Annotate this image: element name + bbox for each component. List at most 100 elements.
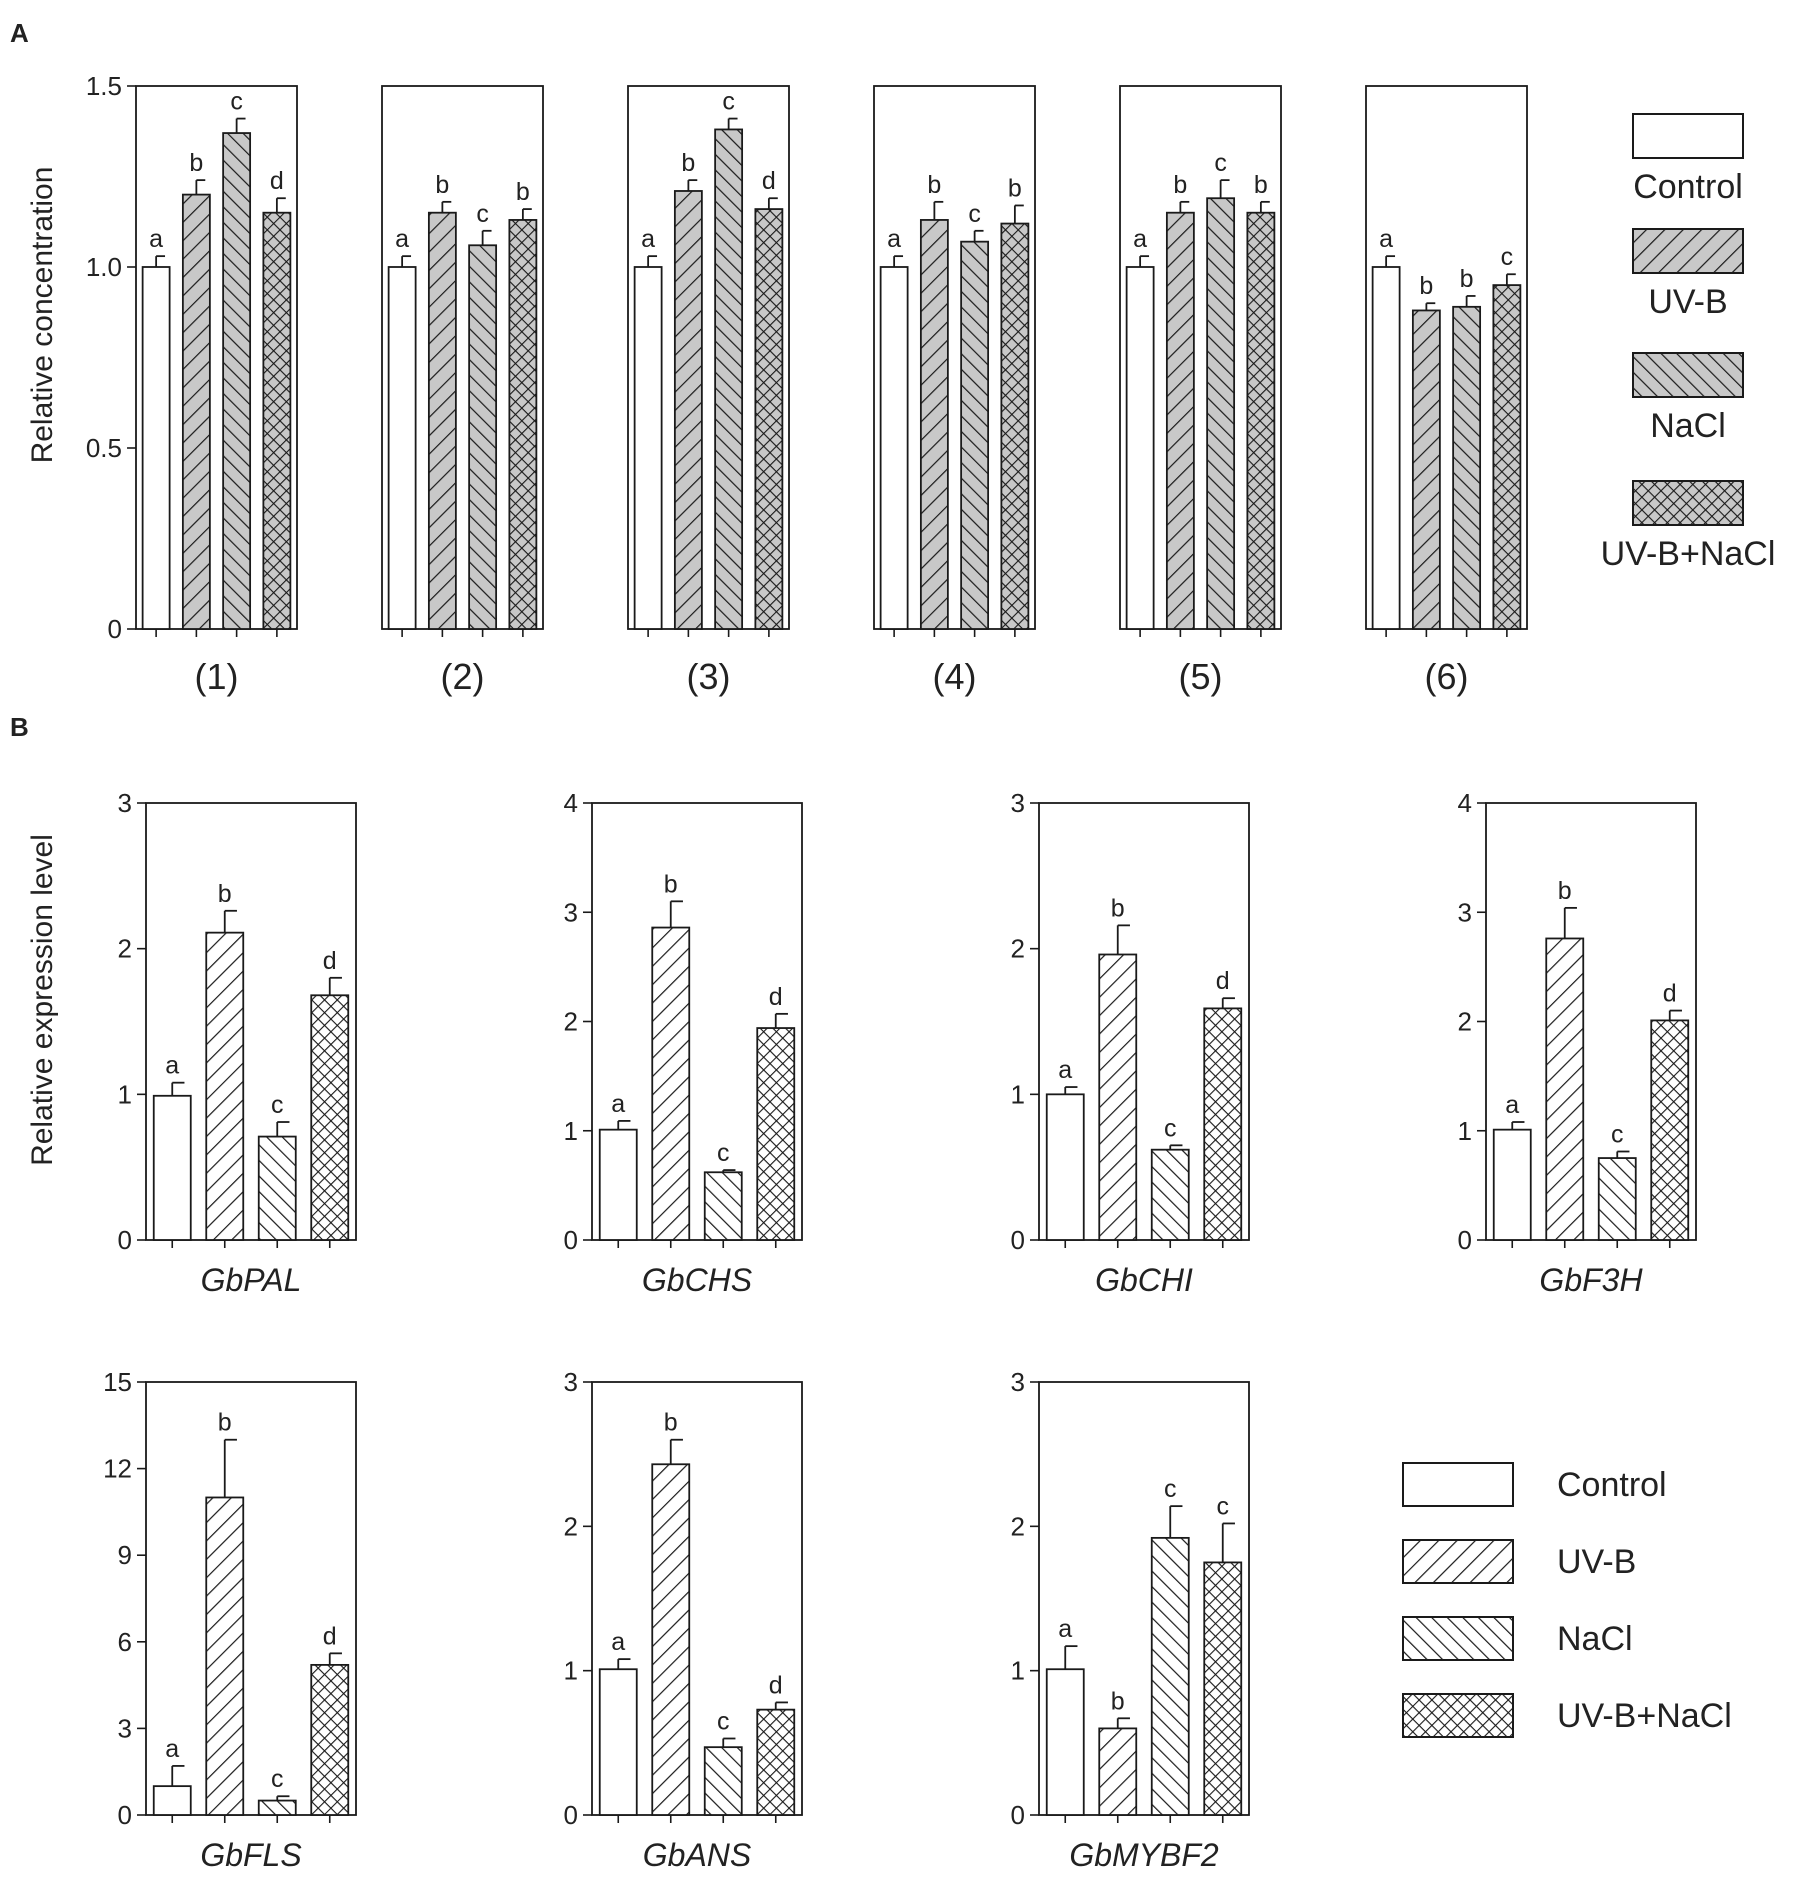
- panel-b-6-ytick-label-4: 3: [564, 1367, 578, 1397]
- legend-a-label-1: Control: [1633, 168, 1743, 206]
- panel-b-7-sig-letter-4: c: [1217, 1492, 1230, 1520]
- panel-b-3-bar-2: [1098, 953, 1138, 1241]
- panel-b-gene-label-2: GbCHS: [642, 1262, 752, 1298]
- panel-b-5-bar-1: [152, 1785, 192, 1816]
- panel-b-subplot-2: a b c d 0 1 2 3 4 GbCHS: [564, 788, 803, 1298]
- panel-a-group-label-5: (5): [1179, 656, 1223, 697]
- panel-a-group-label-6: (6): [1425, 656, 1469, 697]
- panel-b-6-sig-letter-4: d: [769, 1671, 783, 1699]
- panel-a-1-sig-letter-2: b: [189, 149, 203, 177]
- panel-b-1-bar-2: [205, 931, 245, 1241]
- legend-b-label-1: Control: [1557, 1466, 1667, 1504]
- panel-a-4-bar-1: [879, 266, 909, 630]
- legend-b-label-2: UV-B: [1557, 1543, 1636, 1581]
- panel-a-1-sig-letter-1: a: [149, 225, 163, 253]
- panel-a-2-bar-3: [468, 244, 498, 630]
- panel-b-5-sig-letter-1: a: [165, 1735, 179, 1763]
- legend-b-swatch-3: [1402, 1616, 1514, 1661]
- panel-a-1-bar-1: [141, 266, 171, 630]
- legend-b-label-3: NaCl: [1557, 1620, 1633, 1658]
- panel-b-1-sig-letter-4: d: [323, 947, 337, 975]
- panel-b-3-bar-3: [1150, 1148, 1190, 1241]
- panel-b-subplot-4: a b c d 0 1 2 3 4 GbF3H: [1458, 788, 1697, 1298]
- panel-b-frame-1: [145, 802, 357, 1241]
- panel-b-7-ytick-label-1: 0: [1011, 1800, 1025, 1830]
- panel-b-2-sig-letter-4: d: [769, 983, 783, 1011]
- panel-a-4-sig-letter-3: c: [968, 200, 981, 228]
- panel-a-legend: Control UV-B NaCl UV-B+NaCl: [1601, 113, 1775, 573]
- panel-b-3-sig-letter-1: a: [1058, 1056, 1072, 1084]
- panel-b-chart: abcd0123GbPALabcd01234GbCHSabcd0123GbCHI…: [103, 788, 1697, 1873]
- legend-a-swatch-1: [1632, 113, 1744, 159]
- panel-b-subplot-6: a b c d 0 1 2 3 GbANS: [564, 1367, 803, 1873]
- panel-b-5-bar-4: [310, 1663, 350, 1816]
- panel-a-ytick-label-1: 0: [108, 614, 122, 644]
- panel-b-4-sig-letter-2: b: [1558, 877, 1572, 905]
- panel-b-6-ytick-label-2: 1: [564, 1656, 578, 1686]
- panel-a-2-sig-letter-2: b: [435, 171, 449, 199]
- panel-b-4-ytick-label-1: 0: [1458, 1225, 1472, 1255]
- panel-b-legend: Control UV-B NaCl UV-B+NaCl: [1402, 1462, 1732, 1738]
- panel-a-6-sig-letter-1: a: [1379, 225, 1393, 253]
- panel-b-4-sig-letter-3: c: [1611, 1121, 1624, 1149]
- panel-a-3-bar-2: [673, 190, 703, 630]
- panel-a-1-bar-3: [222, 132, 252, 630]
- panel-b-1-ytick-label-2: 1: [118, 1079, 132, 1109]
- panel-b-3-ytick-label-2: 1: [1011, 1079, 1025, 1109]
- panel-b-5-ytick-label-1: 0: [118, 1800, 132, 1830]
- panel-b-6-bar-3: [703, 1746, 743, 1816]
- panel-a-4-sig-letter-2: b: [927, 171, 941, 199]
- panel-a-4-bar-3: [960, 240, 990, 630]
- panel-b-5-sig-letter-2: b: [218, 1409, 232, 1437]
- panel-b-frame-3: [1038, 802, 1250, 1241]
- panel-a-5-sig-letter-4: b: [1254, 171, 1268, 199]
- panel-b-4-sig-letter-4: d: [1663, 980, 1677, 1008]
- panel-b-3-sig-letter-2: b: [1111, 894, 1125, 922]
- panel-a-2-sig-letter-3: c: [476, 200, 489, 228]
- panel-b-7-bar-1: [1045, 1668, 1085, 1816]
- panel-b-5-ytick-label-6: 15: [103, 1367, 132, 1397]
- panel-a-3-sig-letter-3: c: [722, 88, 735, 116]
- panel-a-6-sig-letter-2: b: [1419, 272, 1433, 300]
- panel-b-subplot-7: a b c c 0 1 2 3 GbMYBF2: [1011, 1367, 1250, 1873]
- panel-b-subplot-5: a b c d 0 3 6 9 12 15 GbFLS: [103, 1367, 357, 1873]
- panel-a-ytick-label-2: 0.5: [86, 433, 122, 463]
- panel-a-1-sig-letter-3: c: [230, 88, 243, 116]
- panel-b-4-bar-4: [1650, 1019, 1690, 1241]
- panel-b-2-bar-3: [703, 1171, 743, 1241]
- panel-a-2-bar-2: [427, 211, 457, 630]
- panel-b-5-sig-letter-3: c: [271, 1765, 284, 1793]
- panel-b-subplot-1: a b c d 0 1 2 3 GbPAL: [118, 788, 357, 1298]
- panel-a-5-sig-letter-2: b: [1173, 171, 1187, 199]
- panel-b-4-ytick-label-3: 2: [1458, 1007, 1472, 1037]
- legend-b-swatch-1: [1402, 1462, 1514, 1507]
- panel-b-1-bar-3: [257, 1135, 297, 1241]
- panel-b-7-bar-4: [1203, 1561, 1243, 1816]
- panel-b-frame-5: [145, 1381, 357, 1816]
- panel-b-7-bar-2: [1098, 1727, 1138, 1816]
- panel-b-1-ytick-label-3: 2: [118, 934, 132, 964]
- panel-b-ylabel: Relative expression level: [26, 834, 59, 1166]
- legend-b-swatch-2: [1402, 1539, 1514, 1584]
- panel-a-frame-6: [1365, 85, 1528, 630]
- panel-b-1-sig-letter-3: c: [271, 1091, 284, 1119]
- panel-a-5-sig-letter-1: a: [1133, 225, 1147, 253]
- panel-b-gene-label-1: GbPAL: [201, 1262, 302, 1298]
- panel-b-2-sig-letter-1: a: [611, 1090, 625, 1118]
- panel-a-4-bar-2: [919, 219, 949, 630]
- panel-a-3-bar-3: [714, 128, 744, 630]
- panel-b-2-ytick-label-2: 1: [564, 1116, 578, 1146]
- panel-b-1-sig-letter-2: b: [218, 880, 232, 908]
- panel-a-1-bar-4: [262, 211, 292, 630]
- panel-a-6-bar-3: [1452, 305, 1482, 630]
- panel-b-7-sig-letter-1: a: [1058, 1615, 1072, 1643]
- legend-a-label-2: UV-B: [1648, 283, 1727, 321]
- panel-b-6-bar-2: [651, 1463, 691, 1816]
- panel-b-2-bar-1: [598, 1128, 638, 1241]
- panel-a-6-bar-1: [1371, 266, 1401, 630]
- panel-b-3-bar-1: [1045, 1093, 1085, 1241]
- panel-b-4-bar-3: [1597, 1157, 1637, 1241]
- panel-b-2-ytick-label-5: 4: [564, 788, 578, 818]
